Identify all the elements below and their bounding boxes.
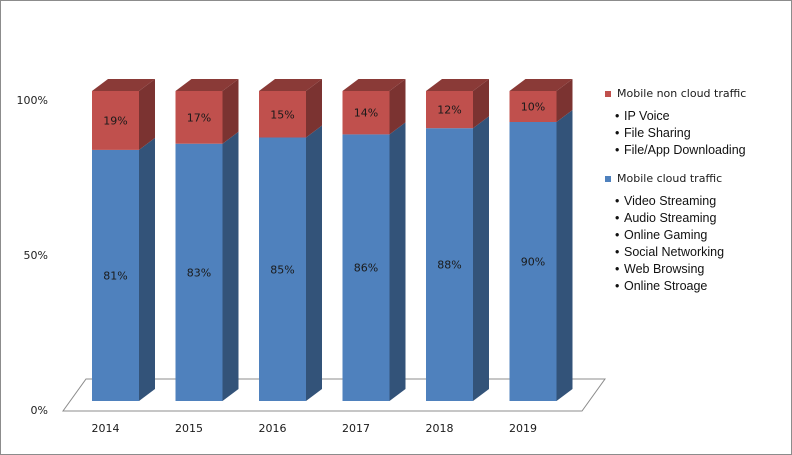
bar-segment bbox=[259, 137, 306, 401]
list-item: Online Stroage bbox=[615, 278, 785, 295]
legend-swatch-cloud bbox=[605, 175, 611, 182]
bar-side-face bbox=[556, 110, 573, 401]
list-item: File Sharing bbox=[615, 125, 785, 142]
x-tick-label: 2014 bbox=[92, 422, 120, 435]
bar-top-face bbox=[509, 79, 573, 91]
bar-segment bbox=[175, 143, 223, 401]
bar-side-face bbox=[389, 122, 406, 402]
bar-side-face bbox=[139, 137, 155, 401]
x-tick-label: 2015 bbox=[175, 422, 203, 435]
x-tick-label: 2017 bbox=[342, 422, 370, 435]
list-item: IP Voice bbox=[615, 108, 785, 125]
x-tick-label: 2016 bbox=[259, 422, 287, 435]
legend-entry-cloud: Mobile cloud traffic bbox=[605, 172, 785, 185]
bar-segment bbox=[342, 91, 390, 135]
list-item: File/App Downloading bbox=[615, 142, 785, 159]
data-label: 83% bbox=[187, 266, 211, 279]
x-tick-label: 2019 bbox=[509, 422, 537, 435]
bar-side-face bbox=[306, 125, 322, 401]
bar-side-face bbox=[473, 79, 489, 129]
legend: Mobile non cloud traffic IP Voice File S… bbox=[605, 87, 785, 308]
bar-top-face bbox=[426, 79, 489, 91]
bar-segment bbox=[509, 122, 557, 401]
list-item: Video Streaming bbox=[615, 193, 785, 210]
data-label: 10% bbox=[521, 101, 545, 114]
y-tick-label: 0% bbox=[31, 404, 48, 417]
legend-label-cloud: Mobile cloud traffic bbox=[617, 172, 723, 185]
bar-segment bbox=[259, 91, 306, 138]
y-tick-label: 100% bbox=[17, 94, 48, 107]
bar-top-face bbox=[342, 79, 406, 91]
data-label: 88% bbox=[437, 259, 461, 272]
list-item: Audio Streaming bbox=[615, 210, 785, 227]
data-label: 19% bbox=[103, 114, 127, 127]
bar-segment bbox=[509, 91, 557, 122]
bar-segment bbox=[92, 149, 139, 401]
legend-entry-non-cloud: Mobile non cloud traffic bbox=[605, 87, 785, 100]
data-label: 81% bbox=[103, 269, 127, 282]
bar-stack: 90% 10% bbox=[509, 79, 573, 401]
data-label: 17% bbox=[187, 111, 211, 124]
bar-top-face bbox=[175, 79, 239, 91]
y-tick-label: 50% bbox=[24, 249, 48, 262]
non-cloud-examples-list: IP Voice File Sharing File/App Downloadi… bbox=[615, 108, 785, 159]
bar-segment bbox=[342, 134, 390, 401]
bar-top-face bbox=[92, 79, 155, 91]
bar-side-face bbox=[556, 79, 573, 122]
bar-segment bbox=[175, 91, 223, 144]
x-tick-label: 2018 bbox=[426, 422, 454, 435]
bar-side-face bbox=[473, 116, 489, 401]
data-label: 14% bbox=[354, 107, 378, 120]
bar-segment bbox=[426, 128, 473, 401]
list-item: Online Gaming bbox=[615, 227, 785, 244]
bar-side-face bbox=[222, 131, 239, 401]
bar-side-face bbox=[222, 79, 239, 144]
bar-top-face bbox=[259, 79, 322, 91]
list-item: Social Networking bbox=[615, 244, 785, 261]
bar-side-face bbox=[389, 79, 406, 135]
bar-side-face bbox=[139, 79, 155, 150]
data-label: 15% bbox=[270, 108, 294, 121]
data-label: 86% bbox=[354, 262, 378, 275]
list-item: Web Browsing bbox=[615, 261, 785, 278]
bar-stack: 83% 17% bbox=[175, 79, 239, 401]
bar-segment bbox=[92, 91, 139, 150]
data-label: 12% bbox=[437, 104, 461, 117]
data-label: 90% bbox=[521, 256, 545, 269]
data-label: 85% bbox=[270, 263, 294, 276]
legend-label-non-cloud: Mobile non cloud traffic bbox=[617, 87, 747, 100]
bar-stack: 86% 14% bbox=[342, 79, 406, 402]
bar-segment bbox=[426, 91, 473, 129]
cloud-examples-list: Video Streaming Audio Streaming Online G… bbox=[615, 193, 785, 295]
bar-stack: 85% 15% bbox=[259, 79, 322, 401]
legend-swatch-non-cloud bbox=[605, 90, 611, 97]
bar-stack: 81% 19% bbox=[92, 79, 155, 401]
bar-stack: 88% 12% bbox=[426, 79, 489, 401]
bar-side-face bbox=[306, 79, 322, 138]
